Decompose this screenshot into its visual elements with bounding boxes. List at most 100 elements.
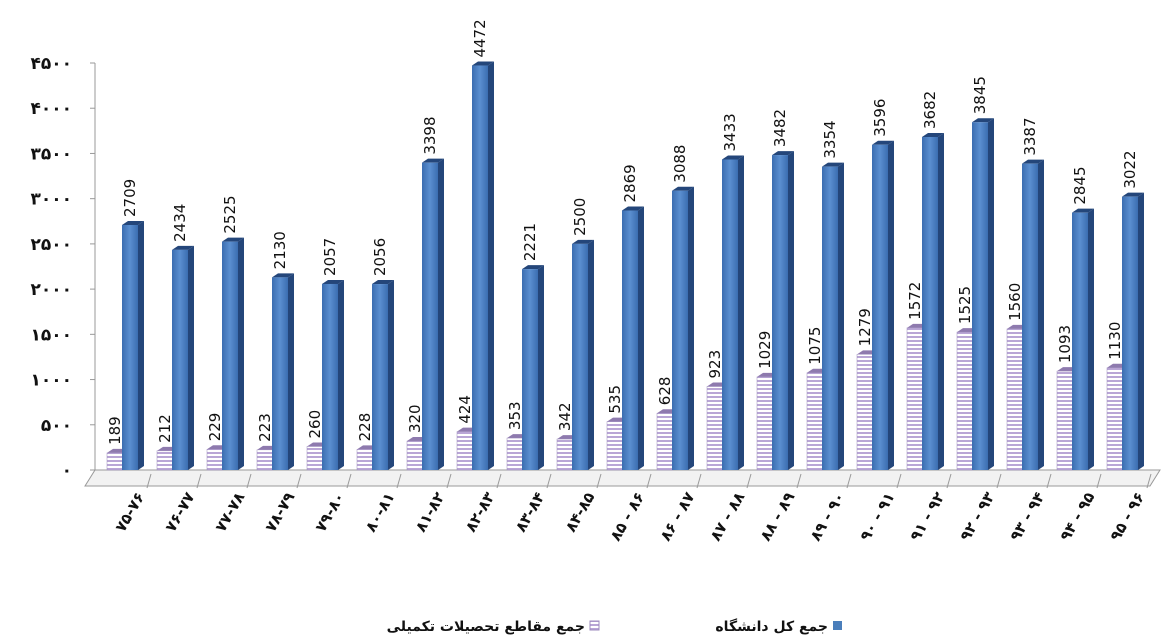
data-label: 535: [606, 385, 624, 414]
data-label: 2525: [221, 195, 239, 233]
bar-side: [138, 220, 144, 470]
floor: [84, 469, 1161, 487]
data-label: 1572: [906, 282, 924, 320]
bar-side: [538, 265, 544, 470]
data-label: 353: [506, 401, 524, 430]
x-tick-mark: [1096, 473, 1102, 489]
bar-side: [188, 245, 194, 470]
bar: [572, 243, 588, 470]
data-label: 4472: [471, 19, 489, 57]
bar: [756, 376, 774, 471]
x-tick-label: ۸۹ - ۹۰: [806, 489, 848, 544]
bar-top: [1022, 159, 1044, 164]
bar-side: [288, 273, 294, 470]
bar: [256, 449, 274, 471]
x-tick-label: ۸۵ - ۸۶: [606, 489, 648, 544]
x-tick-label: ۷۶-۷۷: [161, 489, 198, 535]
x-tick-mark: [846, 473, 852, 489]
x-tick-label: ۷۷-۷۸: [211, 489, 248, 535]
x-tick-mark: [596, 473, 602, 489]
x-tick-mark: [696, 473, 702, 489]
data-label: 189: [106, 416, 124, 445]
data-label: 628: [656, 377, 674, 406]
data-label: 2130: [271, 231, 289, 269]
bar-side: [588, 239, 594, 470]
data-label: 3596: [871, 99, 889, 137]
y-tick-label: ۳۰۰۰: [30, 190, 72, 210]
legend-swatch: [589, 620, 600, 631]
bar: [306, 446, 324, 471]
bar: [622, 210, 638, 470]
bar-side: [488, 61, 494, 471]
y-tick-label: ۰: [62, 461, 72, 481]
data-label: 2221: [521, 223, 539, 261]
x-tick-mark: [996, 473, 1002, 489]
bar: [822, 166, 838, 470]
bar: [156, 450, 174, 471]
bar: [856, 354, 874, 471]
data-label: 1279: [856, 308, 874, 346]
bar-top: [822, 162, 844, 167]
bar: [906, 327, 924, 471]
x-tick-mark: [296, 473, 302, 489]
legend-swatch: [833, 621, 842, 630]
legend-label: جمع مقاطع تحصیلات تکمیلی: [387, 619, 585, 635]
data-label: 2500: [571, 198, 589, 236]
bar-top: [222, 237, 244, 242]
data-label: 1093: [1056, 325, 1074, 363]
x-tick-label: ۸۳-۸۴: [511, 489, 548, 535]
bar: [656, 412, 674, 471]
bar-side: [388, 280, 394, 470]
bar-top: [872, 140, 894, 145]
x-tick-label: ۹۵ - ۹۶: [1106, 489, 1148, 544]
bar: [322, 283, 338, 470]
y-tick-label: ۴۵۰۰: [30, 54, 72, 74]
bar-side: [688, 186, 694, 470]
bar-side: [788, 151, 794, 470]
bar: [922, 136, 938, 470]
x-tick-mark: [746, 473, 752, 489]
bar-top: [972, 118, 994, 123]
bar-side: [638, 206, 644, 470]
bar: [1022, 163, 1038, 470]
bar: [972, 122, 988, 470]
y-tick-label: ۲۰۰۰: [30, 280, 72, 300]
data-label: 3398: [421, 116, 439, 154]
bar-top: [672, 186, 694, 191]
bar: [872, 144, 888, 470]
bar: [1006, 328, 1024, 471]
data-label: 3482: [771, 109, 789, 147]
data-label: 1525: [956, 286, 974, 324]
bar: [472, 65, 488, 471]
bar: [122, 224, 138, 470]
bar-top: [272, 273, 294, 278]
x-tick-mark: [146, 473, 152, 489]
data-label: 3088: [671, 145, 689, 183]
bar-side: [988, 118, 994, 470]
y-tick-label: ۵۰۰: [41, 416, 72, 436]
bar-side: [938, 132, 944, 470]
bar-top: [622, 206, 644, 211]
bar: [1106, 367, 1124, 471]
x-tick-mark: [796, 473, 802, 489]
x-tick-mark: [396, 473, 402, 489]
data-label: 3022: [1121, 150, 1139, 188]
bar-top: [1072, 208, 1094, 213]
x-tick-mark: [196, 473, 202, 489]
bar: [206, 449, 224, 471]
x-tick-label: ۸۲-۸۳: [461, 489, 498, 535]
x-tick-label: ۹۲ - ۹۳: [956, 489, 998, 544]
data-label: 223: [256, 413, 274, 442]
bar-side: [438, 158, 444, 470]
bar: [1056, 370, 1074, 471]
x-tick-mark: [896, 473, 902, 489]
bar: [956, 331, 974, 471]
bar: [806, 372, 824, 471]
x-tick-mark: [446, 473, 452, 489]
bar: [406, 440, 424, 471]
data-label: 1029: [756, 331, 774, 369]
bar-side: [838, 162, 844, 470]
bar-top: [422, 158, 444, 163]
bar: [722, 159, 738, 471]
